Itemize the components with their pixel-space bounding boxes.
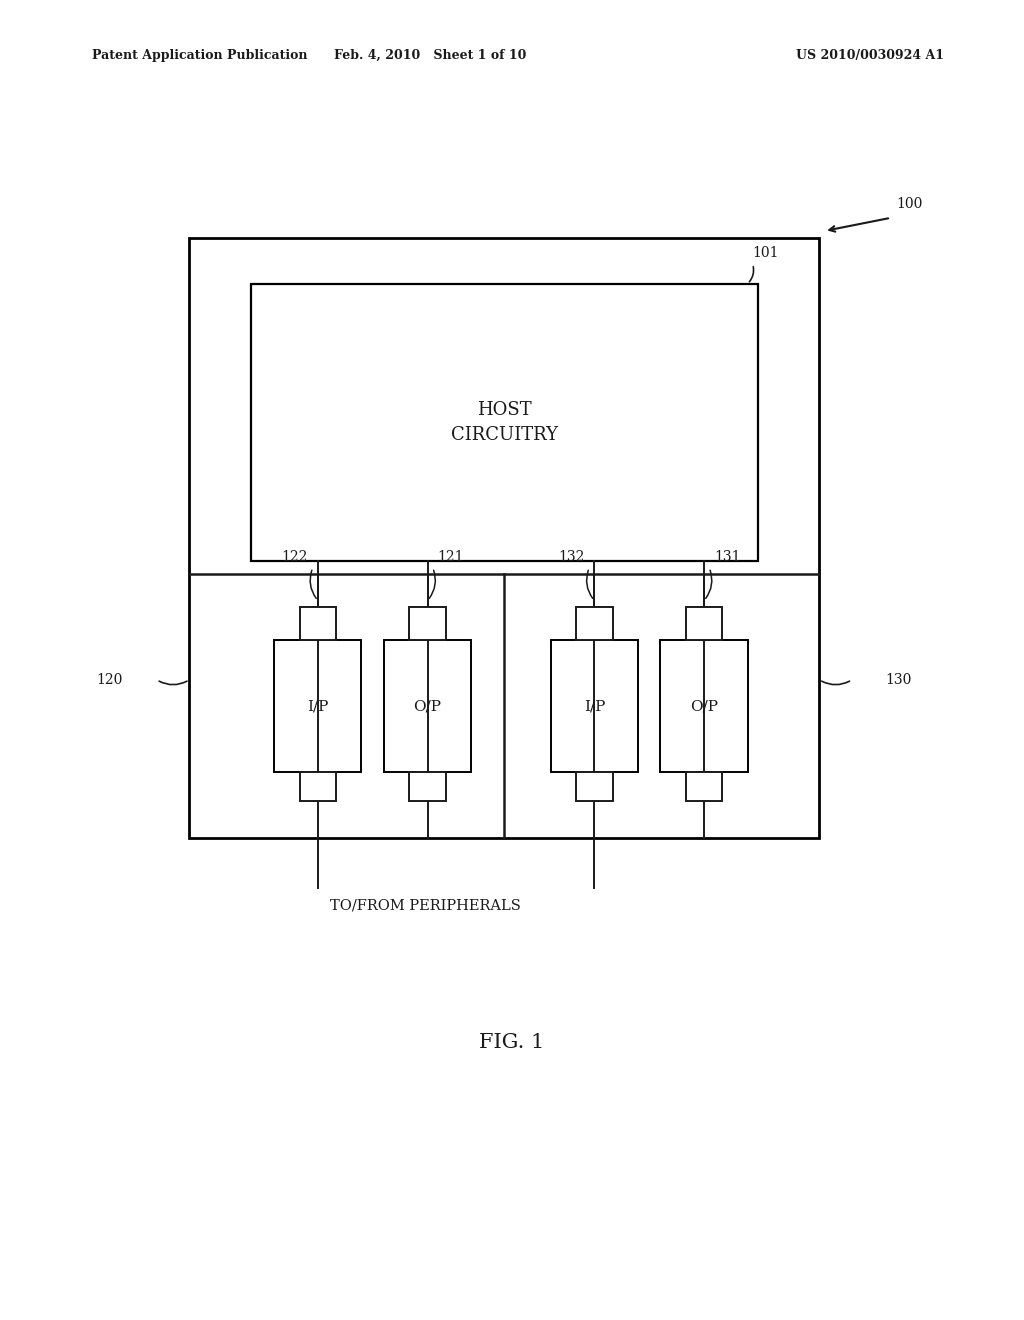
Bar (409, 772, 445, 801)
Text: O/P: O/P (414, 700, 441, 713)
Bar (686, 772, 723, 801)
Bar (274, 640, 361, 772)
Bar (660, 640, 748, 772)
Text: FIG. 1: FIG. 1 (479, 1034, 545, 1052)
Text: 101: 101 (753, 246, 779, 260)
Bar (575, 772, 612, 801)
Bar (575, 607, 612, 640)
Text: 130: 130 (886, 673, 912, 686)
Text: TO/FROM PERIPHERALS: TO/FROM PERIPHERALS (330, 899, 521, 913)
Text: US 2010/0030924 A1: US 2010/0030924 A1 (797, 49, 944, 62)
Bar (384, 640, 471, 772)
Text: 122: 122 (282, 549, 307, 564)
Bar (189, 238, 819, 838)
Text: 132: 132 (558, 549, 584, 564)
Text: 120: 120 (96, 673, 123, 686)
Text: 100: 100 (896, 197, 923, 211)
Bar (299, 772, 336, 801)
Text: O/P: O/P (690, 700, 718, 713)
Bar (409, 607, 445, 640)
Bar (299, 607, 336, 640)
Bar (551, 640, 638, 772)
Bar (686, 607, 723, 640)
Text: I/P: I/P (584, 700, 605, 713)
Text: 131: 131 (715, 549, 740, 564)
Text: 121: 121 (438, 549, 464, 564)
Text: Patent Application Publication: Patent Application Publication (92, 49, 307, 62)
Text: I/P: I/P (307, 700, 329, 713)
Text: HOST
CIRCUITRY: HOST CIRCUITRY (451, 401, 558, 444)
Text: Feb. 4, 2010   Sheet 1 of 10: Feb. 4, 2010 Sheet 1 of 10 (334, 49, 526, 62)
Bar (251, 284, 758, 561)
